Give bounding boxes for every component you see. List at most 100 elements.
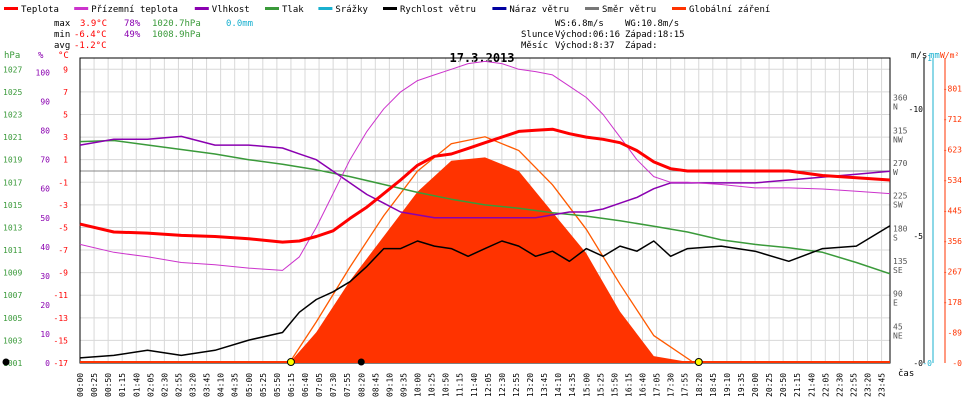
x-tick-label: 23:45: [878, 373, 887, 397]
sunset-marker: [694, 358, 703, 366]
x-tick-label: 08:20: [357, 373, 366, 397]
humidity-tick-label: 10: [40, 330, 50, 339]
wind-dir-tick-label: NW: [893, 135, 903, 144]
x-tick-label: 03:20: [189, 373, 198, 397]
x-tick-label: 12:05: [484, 373, 493, 397]
x-tick-label: 03:45: [203, 373, 212, 397]
x-tick-label: 20:00: [751, 373, 760, 397]
stat-min-hum: 49%: [124, 30, 141, 40]
stat-max-label: max: [54, 19, 71, 29]
humidity-tick-label: 90: [40, 98, 50, 107]
wind-dir-tick-label: S: [893, 233, 898, 242]
stat-avg-temp: -1.2°C: [74, 41, 107, 51]
legend-swatch-2: [194, 7, 209, 10]
temperature-tick-label: -5: [58, 223, 68, 232]
wind-dir-tick-label: E: [893, 299, 898, 308]
x-tick-label: 05:25: [259, 373, 268, 397]
legend-label-8: Globální záření: [689, 5, 770, 15]
x-tick-label: 05:00: [245, 373, 254, 397]
x-tick-label: 05:50: [273, 373, 282, 397]
axis-units: hPa % °C m/s mm W/m² čas: [4, 51, 959, 379]
series-humidity: [79, 135, 891, 219]
legend-swatch-6: [492, 7, 507, 10]
x-tick-label: 20:50: [779, 373, 788, 397]
x-tick-label: 21:40: [807, 373, 816, 397]
humidity-tick-label: 20: [40, 301, 50, 310]
x-tick-label: 11:15: [456, 373, 465, 397]
wind-ws: WS:6.8m/s: [555, 19, 604, 29]
pressure-tick-label: 1019: [3, 156, 22, 165]
x-tick-label: 17:05: [653, 373, 662, 397]
legend-label-7: Směr větru: [602, 5, 656, 15]
stat-min-label: min: [54, 30, 70, 40]
x-tick-label: 07:55: [343, 373, 352, 397]
humidity-tick-label: 0: [45, 359, 50, 368]
plot-area: [2, 60, 891, 366]
pressure-tick-label: 1027: [3, 65, 22, 74]
x-tick-label: 16:40: [639, 373, 648, 397]
legend-label-6: Náraz větru: [509, 5, 569, 15]
moon-rise: Východ:8:37: [555, 41, 615, 51]
sun-label: Slunce: [521, 30, 554, 40]
x-tick-label: 06:15: [287, 373, 296, 397]
temperature-tick-label: -3: [58, 201, 68, 210]
x-tick-label: 12:30: [498, 373, 507, 397]
x-tick-label: 17:30: [667, 373, 676, 397]
x-tick-label: 18:20: [695, 373, 704, 397]
radiation-tick-label: -178: [943, 298, 962, 307]
x-tick-label: 10:25: [428, 373, 437, 397]
radiation-tick-label: -267: [943, 268, 962, 277]
series-radiation: [289, 157, 695, 363]
sunrise-marker: [286, 358, 295, 366]
pressure-tick-label: 1003: [3, 336, 22, 345]
temperature-tick-label: 9: [63, 65, 68, 74]
stat-max-temp: 3.9°C: [80, 19, 107, 29]
pressure-tick-label: 1015: [3, 201, 22, 210]
x-tick-label: 17:55: [681, 373, 690, 397]
x-tick-label: 13:20: [526, 373, 535, 397]
moon-marker: [2, 358, 10, 366]
x-tick-label: 22:05: [821, 373, 830, 397]
legend-swatch-4: [318, 7, 333, 10]
radiation-tick-label: -445: [943, 207, 962, 216]
x-tick-label: 10:00: [414, 373, 423, 397]
x-tick-label: 11:40: [470, 373, 479, 397]
radiation-tick-label: -712: [943, 115, 962, 124]
radiation-tick-label: -534: [943, 176, 962, 185]
x-tick-label: 12:55: [512, 373, 521, 397]
unit-pct: %: [38, 51, 44, 61]
x-tick-label: 01:40: [132, 373, 141, 397]
legend-swatch-1: [74, 7, 89, 10]
humidity-tick-label: 40: [40, 243, 50, 252]
x-tick-label: 06:40: [301, 373, 310, 397]
wind-dir-tick-label: 180: [893, 224, 908, 233]
legend-label-2: Vlhkost: [212, 5, 250, 15]
pressure-tick-label: 1011: [3, 246, 22, 255]
legend-swatch-3: [265, 7, 279, 10]
x-tick-label: 01:15: [118, 373, 127, 397]
wind-dir-tick-label: SE: [893, 266, 903, 275]
humidity-tick-label: 50: [40, 214, 50, 223]
stats-panel: max 3.9°C 78% 1020.7hPa 0.0mm min -6.4°C…: [54, 19, 685, 51]
wind-dir-tick-label: 90: [893, 290, 903, 299]
x-tick-label: 14:35: [568, 373, 577, 397]
humidity-tick-label: 70: [40, 156, 50, 165]
temperature-tick-label: -1: [58, 178, 68, 187]
legend-label-5: Rychlost větru: [400, 5, 476, 15]
legend-label-0: Teplota: [21, 5, 59, 15]
x-tick-label: 04:10: [217, 373, 226, 397]
humidity-tick-label: 100: [36, 69, 51, 78]
series-clear-sky: [288, 136, 695, 364]
wind-dir-tick-label: 45: [893, 322, 903, 331]
x-tick-label: 00:00: [76, 373, 85, 397]
wind-speed-tick-label: -0: [913, 359, 923, 368]
moon-set: Západ:: [625, 41, 658, 51]
stat-min-temp: -6.4°C: [74, 30, 107, 40]
radiation-tick-label: -89: [948, 329, 963, 338]
temperature-tick-label: -11: [54, 291, 69, 300]
x-tick-label: 19:10: [723, 373, 732, 397]
pressure-tick-label: 1005: [3, 314, 22, 323]
stat-max-press: 1020.7hPa: [152, 19, 201, 29]
radiation-tick-label: -801: [943, 85, 962, 94]
